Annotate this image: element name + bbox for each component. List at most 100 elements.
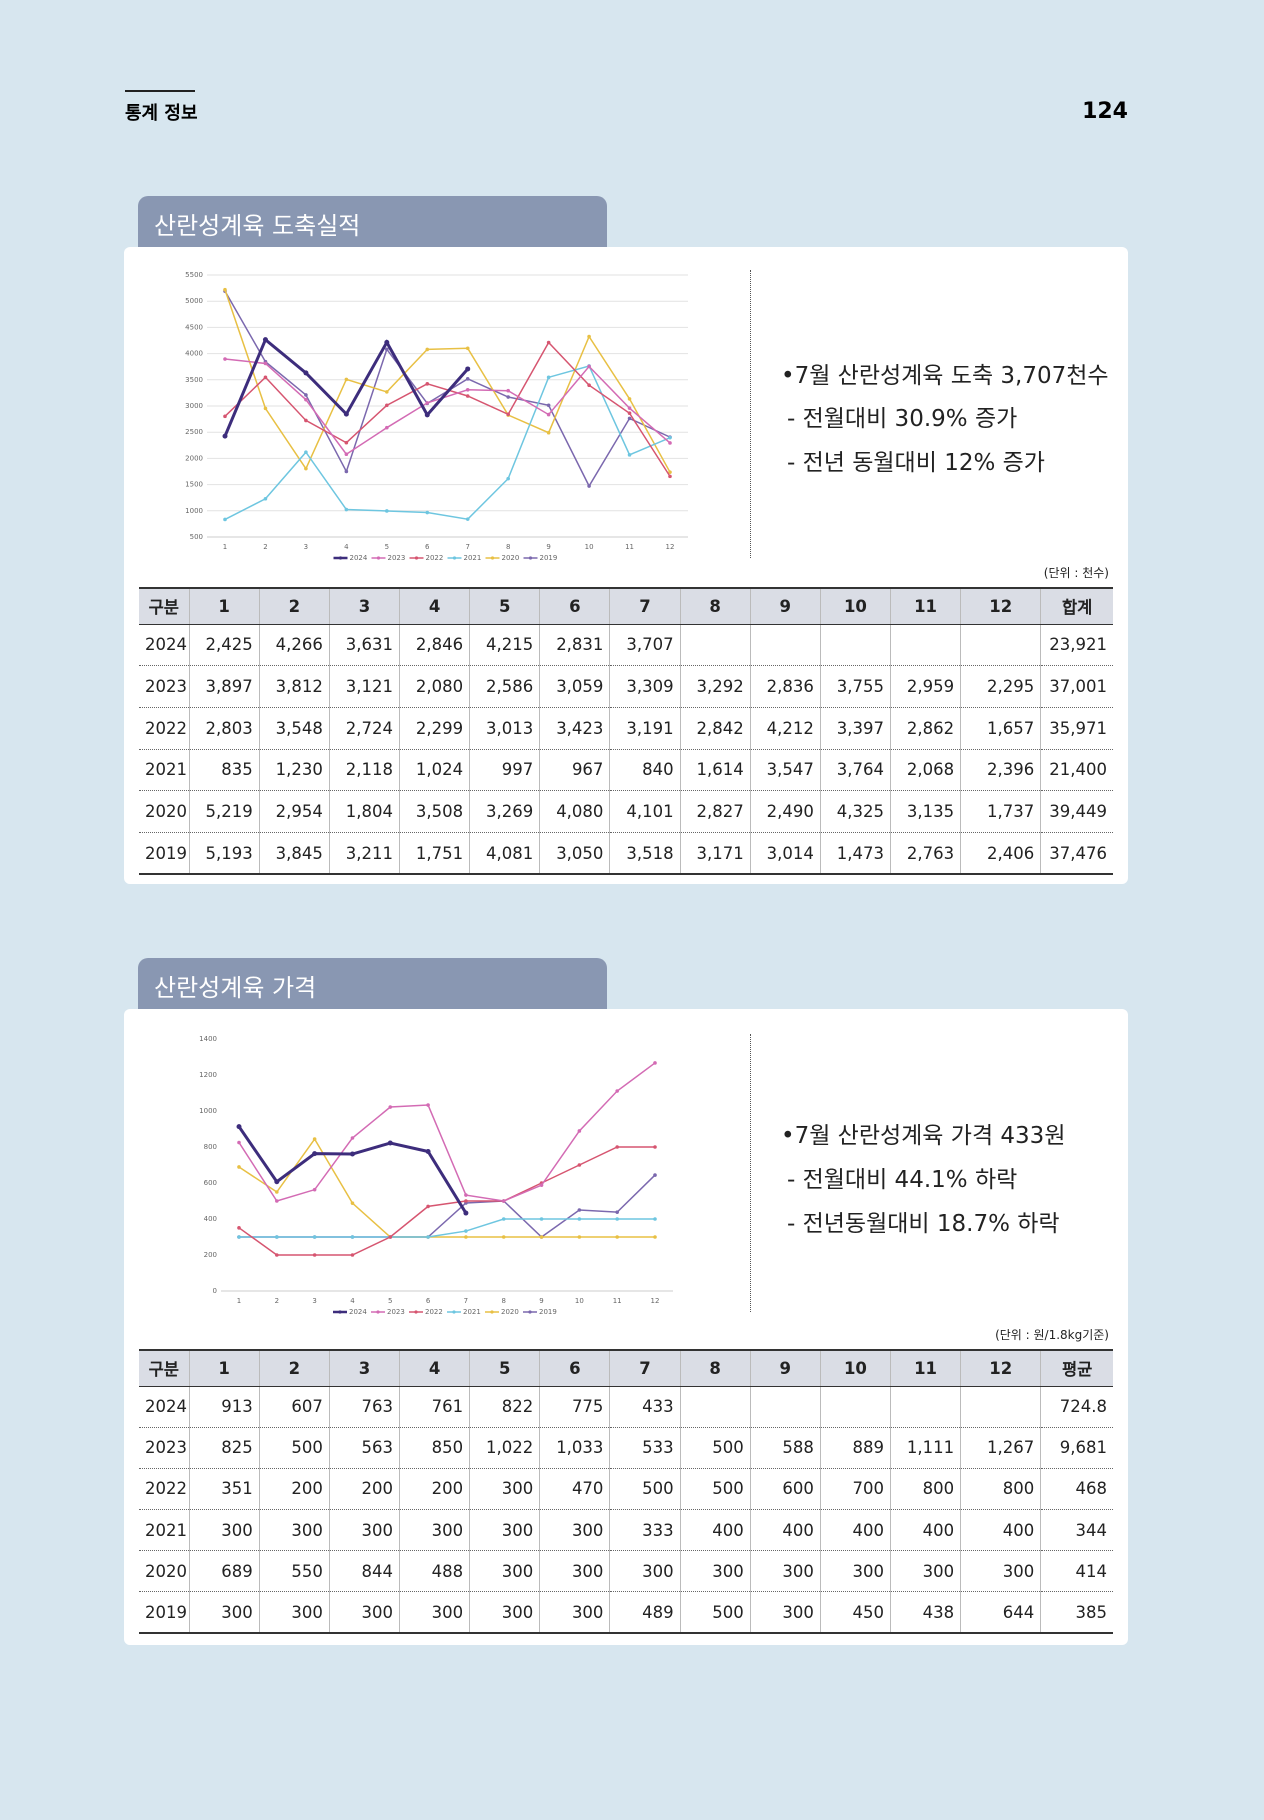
cell: [679, 1386, 751, 1428]
point: [263, 496, 268, 501]
cell: 2,842: [679, 707, 751, 750]
point: [546, 375, 551, 380]
x-tick-label: 3: [312, 1297, 316, 1305]
x-tick-label: 10: [575, 1297, 584, 1305]
cell: 3,548: [258, 707, 330, 750]
data-table: 구분 1 2 3 4 5 6 7 8 9 10 11 12 합계 2024 2,425 4,266 3,631 2,…: [139, 587, 1113, 876]
cell: 2,396: [960, 749, 1041, 792]
header-cell: 4: [399, 587, 470, 625]
row: 2024 913 607 763 761 822 775 433 724.8: [139, 1386, 1113, 1428]
cell: 3,631: [328, 624, 400, 667]
cell: 1,022: [469, 1427, 540, 1469]
legend-dot: [414, 556, 419, 560]
cell: 2,763: [889, 832, 961, 876]
cell: 300: [328, 1509, 400, 1552]
point: [304, 466, 308, 471]
cell: 1,657: [960, 707, 1041, 750]
cell: 3,171: [679, 832, 751, 876]
cell: 300: [188, 1509, 260, 1552]
y-tick-label: 2000: [185, 454, 203, 462]
cell: [819, 1386, 891, 1428]
point: [627, 416, 632, 421]
cell: 825: [188, 1427, 260, 1469]
cell: 385: [1040, 1591, 1113, 1635]
point: [501, 1217, 506, 1221]
data-table: 구분 1 2 3 4 5 6 7 8 9 10 11 12 평균 2024 913 607 763 761 822 77…: [139, 1349, 1113, 1635]
point: [501, 1235, 506, 1239]
header-cell: 1: [188, 587, 260, 625]
point: [343, 411, 349, 417]
cell: 300: [399, 1591, 470, 1635]
cell: 438: [889, 1591, 961, 1635]
x-tick-label: 1: [237, 1297, 241, 1305]
header-cell: 7: [609, 587, 681, 625]
cell: 300: [258, 1509, 330, 1552]
header-cell: 구분: [139, 1349, 190, 1387]
cell: 300: [539, 1550, 610, 1593]
header-cell: 3: [328, 1349, 400, 1387]
cell: 4,215: [469, 624, 540, 667]
header-cell: 8: [679, 587, 751, 625]
y-tick-label: 3500: [185, 376, 203, 384]
cell: 1,267: [960, 1427, 1041, 1469]
point: [425, 401, 430, 405]
cell: 2,954: [258, 790, 330, 833]
header-cell: 6: [539, 587, 610, 625]
point: [465, 346, 470, 351]
cell: 689: [188, 1550, 260, 1593]
y-tick-label: 0: [213, 1287, 217, 1295]
cell: 2,299: [399, 707, 470, 750]
header-cell: 6: [539, 1349, 610, 1387]
point: [237, 1226, 241, 1230]
x-tick-label: 7: [464, 1297, 468, 1305]
y-tick-label: 600: [204, 1179, 217, 1187]
cell: 1,230: [258, 749, 330, 792]
cell: 300: [960, 1550, 1041, 1593]
point: [424, 412, 430, 418]
cell: 488: [399, 1550, 470, 1593]
point: [237, 1140, 241, 1145]
point: [577, 1129, 582, 1133]
cell: 300: [469, 1509, 540, 1552]
unit-label: (단위 : 천수): [1043, 566, 1109, 580]
note: •7월 산란성계육 가격 433원: [781, 1123, 1066, 1149]
cell: [889, 624, 961, 667]
point: [465, 377, 470, 381]
cell: 300: [679, 1550, 751, 1593]
point: [388, 1105, 393, 1109]
cell: 468: [1040, 1468, 1113, 1511]
point: [312, 1235, 317, 1239]
cell: 3,423: [539, 707, 610, 750]
cell: 1,751: [399, 832, 470, 876]
cell: 1,614: [679, 749, 751, 792]
point: [539, 1183, 544, 1187]
cell: 2022: [139, 707, 190, 750]
cell: 2,836: [749, 665, 821, 708]
y-tick-label: 5500: [185, 271, 203, 279]
cell: 3,013: [469, 707, 540, 750]
point: [384, 339, 390, 345]
cell: 39,449: [1040, 790, 1113, 833]
point: [350, 1201, 355, 1205]
cell: 844: [328, 1550, 400, 1593]
cell: 840: [609, 749, 681, 792]
row: 2023 825 500 563 850 1,022 1,033 533 500 588 889 1,…: [139, 1427, 1113, 1469]
cell: 3,059: [539, 665, 610, 708]
cell: 2020: [139, 1550, 190, 1593]
point: [385, 390, 389, 394]
cell: 3,518: [609, 832, 681, 876]
cell: 763: [328, 1386, 400, 1428]
point: [668, 470, 672, 474]
cell: 300: [819, 1550, 891, 1593]
cell: 2,831: [539, 624, 610, 667]
point: [668, 435, 672, 440]
x-tick-label: 9: [539, 1297, 543, 1305]
header-cell: 2: [258, 1349, 330, 1387]
point: [463, 1210, 469, 1216]
header-cell: 합계: [1040, 587, 1113, 625]
cell: 400: [819, 1509, 891, 1552]
point: [653, 1217, 657, 1221]
cell: 4,266: [258, 624, 330, 667]
x-tick-label: 1: [223, 543, 227, 551]
